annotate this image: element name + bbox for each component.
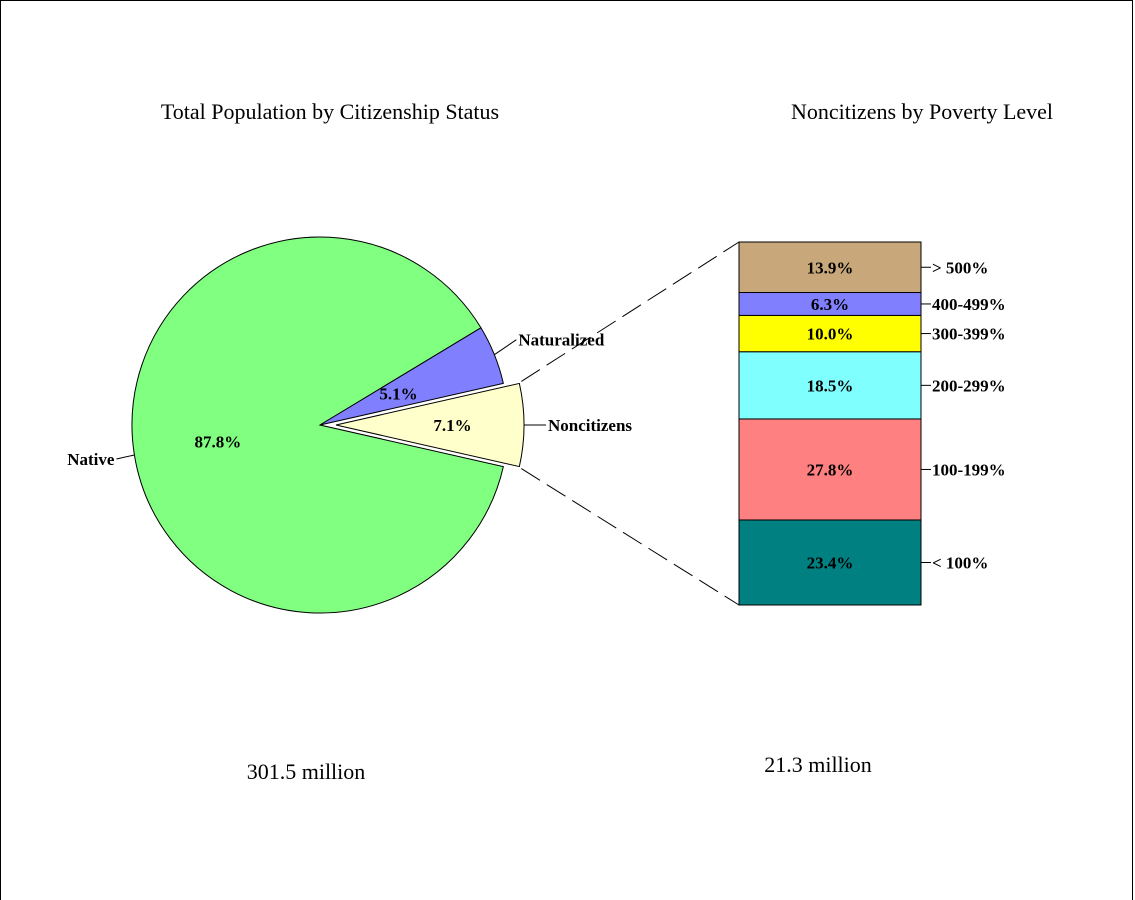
bar-category-label-100: < 100% <box>932 553 988 572</box>
bar-segment-100 <box>738 519 922 606</box>
chart-canvas: Total Population by Citizenship Status N… <box>67 99 1053 784</box>
pie-chart-title: Total Population by Citizenship Status <box>161 99 499 124</box>
pie-value-label-native: 87.8% <box>195 432 242 451</box>
bar-segment-100-199 <box>738 418 922 521</box>
connector-lines <box>521 241 740 606</box>
bar-value-label-500: 13.9% <box>807 258 854 277</box>
pie-chart: 87.8% Native 5.1% Naturalized 7.1% Noncitizen… <box>67 236 632 614</box>
bar-value-label-200-299: 18.5% <box>807 376 854 395</box>
connector-line-bottom <box>521 468 740 606</box>
pie-category-label-noncitizens: Noncitizens <box>548 416 632 435</box>
bar-category-label-300-399: 300-399% <box>932 325 1006 344</box>
pie-category-label-native: Native <box>67 450 115 469</box>
bar-chart-title: Noncitizens by Poverty Level <box>791 99 1053 124</box>
pie-total-label: 301.5 million <box>247 759 366 784</box>
bar-category-label-500: > 500% <box>932 258 988 277</box>
pie-value-label-naturalized: 5.1% <box>379 384 417 403</box>
bar-category-label-400-499: 400-499% <box>932 295 1006 314</box>
pie-category-label-naturalized: Naturalized <box>518 331 604 350</box>
stacked-bar-chart: 23.4% < 100% 27.8% 100-199% 18.5% 200-299% 10.… <box>738 241 1006 606</box>
connector-line-top <box>521 241 740 382</box>
bar-category-label-200-299: 200-299% <box>932 376 1006 395</box>
bar-segment-200-299 <box>738 351 922 420</box>
bar-category-label-100-199: 100-199% <box>932 460 1006 479</box>
pie-leader-line-naturalized <box>494 339 517 356</box>
bar-value-label-100: 23.4% <box>807 553 854 572</box>
pie-slice-native <box>131 236 504 614</box>
bar-value-label-100-199: 27.8% <box>807 460 854 479</box>
bar-value-label-300-399: 10.0% <box>807 325 854 344</box>
pie-value-label-noncitizens: 7.1% <box>433 416 471 435</box>
pie-leader-line-native <box>116 454 135 460</box>
bar-value-label-400-499: 6.3% <box>811 295 849 314</box>
bar-total-label: 21.3 million <box>764 752 872 777</box>
bar-segment-500 <box>738 241 922 294</box>
